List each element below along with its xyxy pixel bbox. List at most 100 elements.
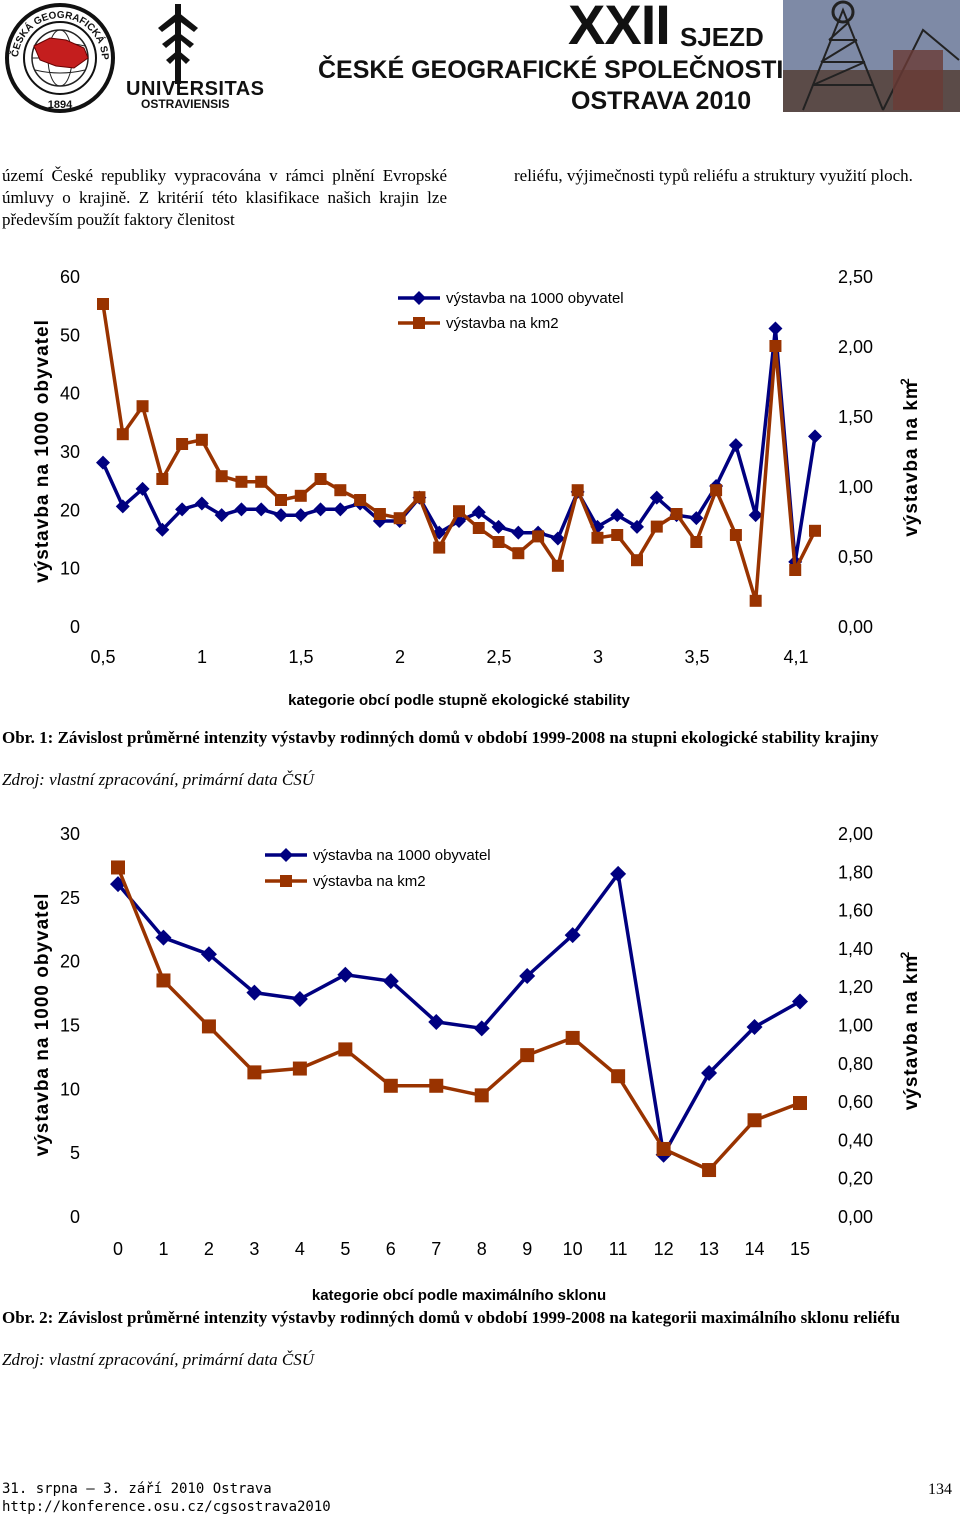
data-point-per-1000 [792, 993, 808, 1010]
y-axis-label: výstavba na 1000 obyvatel [32, 319, 53, 583]
legend-swatch-marker [280, 875, 292, 887]
data-point-per-1000 [748, 508, 763, 523]
y-tick-label: 0 [70, 1207, 80, 1227]
y-tick-label: 50 [60, 325, 80, 345]
body-text-right: reliéfu, výjimečnosti typů reliéfu a str… [514, 166, 913, 185]
data-point-per-1000 [200, 946, 217, 963]
data-point-per-km2 [611, 529, 624, 541]
data-point-per-1000 [519, 967, 536, 984]
x-tick-label: 13 [699, 1239, 719, 1259]
data-point-per-1000 [550, 531, 565, 546]
data-point-per-km2 [292, 1061, 307, 1076]
data-point-per-1000 [701, 1065, 718, 1082]
y2-tick-label: 0,40 [838, 1130, 873, 1150]
data-point-per-km2 [551, 559, 564, 572]
data-point-per-1000 [630, 519, 644, 534]
data-point-per-km2 [215, 470, 228, 483]
society-name: ČESKÉ GEOGRAFICKÉ SPOLEČNOSTI [318, 56, 784, 84]
data-point-per-km2 [453, 505, 465, 518]
legend-label: výstavba na 1000 obyvatel [446, 290, 624, 307]
footer-dates: 31. srpna – 3. září 2010 Ostrava [2, 1481, 272, 1497]
page-header: ČESKÁ GEOGRAFICKÁ SPOLEČNOST 1894 UNIVER… [0, 0, 960, 125]
data-point-per-km2 [611, 1069, 626, 1084]
x-tick-label: 15 [790, 1239, 810, 1259]
x-tick-label: 10 [563, 1239, 583, 1259]
data-point-per-km2 [201, 1019, 216, 1034]
x-tick-label: 6 [386, 1239, 396, 1259]
data-point-per-km2 [373, 508, 386, 520]
data-point-per-km2 [413, 491, 426, 504]
data-point-per-1000 [214, 508, 229, 523]
y2-tick-label: 2,00 [838, 824, 873, 844]
y2-tick-label: 1,80 [838, 862, 873, 882]
chart-max-slope: 0510152025300,000,200,400,600,801,001,20… [32, 824, 922, 1304]
y-tick-label: 40 [60, 384, 80, 404]
x-tick-label: 9 [522, 1239, 532, 1259]
conference-sjezd: SJEZD [680, 22, 764, 52]
y-tick-label: 10 [60, 1079, 80, 1099]
x-tick-label: 0,5 [90, 647, 115, 667]
y2-axis-label: výstavba na km [901, 381, 922, 537]
series-line-per-1000 [116, 872, 801, 1157]
data-point-per-km2 [789, 564, 802, 576]
data-point-per-km2 [492, 536, 505, 548]
data-point-per-km2 [136, 400, 149, 413]
y-tick-label: 60 [60, 267, 80, 287]
x-axis-label: kategorie obcí podle stupně ekologické s… [288, 692, 630, 709]
data-point-per-1000 [293, 508, 308, 523]
data-point-per-km2 [383, 1078, 398, 1093]
data-point-per-km2 [354, 494, 367, 506]
university-name: UNIVERSITAS [126, 78, 265, 100]
y2-tick-label: 1,50 [838, 407, 873, 427]
data-point-per-1000 [155, 522, 170, 537]
data-point-per-km2 [749, 594, 762, 607]
y-tick-label: 10 [60, 559, 80, 579]
x-tick-label: 4,1 [783, 647, 808, 667]
y2-axis-label-group: výstavba na km2 [898, 952, 922, 1111]
x-tick-label: 2,5 [486, 647, 511, 667]
data-point-per-km2 [631, 554, 643, 567]
data-point-per-1000 [471, 505, 486, 520]
figure2-caption: Obr. 2: Závislost průměrné intenzity výs… [2, 1308, 900, 1327]
y2-axis-label-superscript: 2 [898, 378, 912, 385]
data-point-per-km2 [702, 1163, 717, 1178]
data-point-per-1000 [291, 990, 308, 1007]
series-line-per-km2 [116, 866, 801, 1172]
data-point-per-km2 [650, 520, 663, 533]
legend-swatch-marker [413, 317, 425, 329]
data-point-per-1000 [491, 519, 506, 534]
y-tick-label: 0 [70, 617, 80, 637]
y2-tick-label: 0,20 [838, 1169, 873, 1189]
y2-tick-label: 0,00 [838, 617, 873, 637]
data-point-per-km2 [275, 494, 287, 506]
y-tick-label: 20 [60, 952, 80, 972]
legend-label: výstavba na 1000 obyvatel [313, 847, 491, 864]
czech-map-icon [33, 37, 89, 69]
data-point-per-km2 [111, 860, 125, 875]
data-point-per-km2 [472, 522, 485, 534]
data-point-per-1000 [110, 876, 126, 893]
data-point-per-km2 [729, 529, 742, 541]
y2-tick-label: 1,00 [838, 477, 873, 497]
x-tick-label: 2 [395, 647, 405, 667]
conference-number: XXII [568, 0, 671, 56]
footer-url[interactable]: http://konference.osu.cz/cgsostrava2010 [2, 1499, 331, 1515]
data-point-per-1000 [728, 438, 743, 453]
y2-axis-label: výstavba na km [901, 955, 922, 1111]
y2-tick-label: 2,00 [838, 337, 873, 357]
data-point-per-km2 [565, 1030, 580, 1045]
body-text-left: území České republiky vypracována v rámc… [2, 166, 447, 229]
society-seal-logo: ČESKÁ GEOGRAFICKÁ SPOLEČNOST 1894 [4, 2, 115, 113]
x-tick-label: 8 [477, 1239, 487, 1259]
data-point-per-km2 [195, 433, 208, 446]
y-tick-label: 25 [60, 888, 80, 908]
y2-tick-label: 2,50 [838, 267, 873, 287]
data-point-per-km2 [176, 438, 189, 450]
page-number: 134 [928, 1481, 952, 1498]
data-point-per-km2 [520, 1048, 535, 1063]
x-axis-label: kategorie obcí podle maximálního sklonu [312, 1287, 606, 1304]
data-point-per-1000 [333, 502, 348, 517]
x-tick-label: 1 [197, 647, 207, 667]
series-line-per-km2 [101, 303, 817, 603]
y-tick-label: 5 [70, 1143, 80, 1163]
